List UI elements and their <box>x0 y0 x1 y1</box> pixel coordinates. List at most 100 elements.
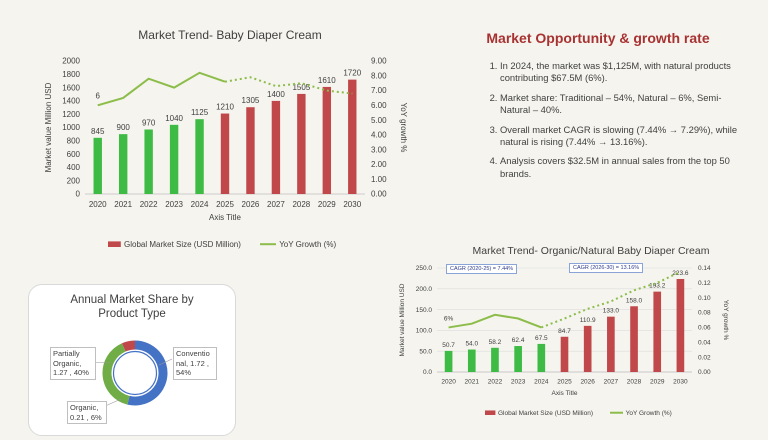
x-tick-label: 2022 <box>488 379 503 386</box>
bar <box>653 291 662 372</box>
y2-tick-label: 4.00 <box>371 131 387 140</box>
y2-axis-title: YoY growth % <box>399 103 408 153</box>
y-tick-label: 0 <box>76 190 81 199</box>
bar-value-label: 62.4 <box>512 337 525 344</box>
x-tick-label: 2030 <box>673 379 688 386</box>
y-tick-label: 400 <box>67 163 81 172</box>
y2-tick-label: 0.08 <box>698 310 711 317</box>
bar-value-label: 193.2 <box>649 283 666 290</box>
x-tick-label: 2020 <box>89 200 107 209</box>
y-tick-label: 1200 <box>62 110 80 119</box>
chart2-title: Market Trend- Organic/Natural Baby Diape… <box>472 245 710 257</box>
x-axis-title: Axis Title <box>209 213 242 222</box>
yoy-line-actual <box>448 313 542 329</box>
cagr-annotation-2: CAGR (2026-30) = 13.16% <box>569 263 644 273</box>
donut-slice <box>102 343 130 405</box>
x-tick-label: 2026 <box>580 379 595 386</box>
market-share-card: Annual Market Share by Product Type Part… <box>28 284 236 436</box>
y-axis-title: Market value Million USD <box>399 283 406 356</box>
callout-text: Conventio <box>176 349 210 358</box>
y2-axis-title: YoY growth % <box>722 300 729 341</box>
callout-text: nal, 1.72 , <box>176 358 209 368</box>
callout-partially-organic: Partially Organic, 1.27 , 40% <box>50 347 96 380</box>
donut-outline <box>101 339 169 407</box>
y2-tick-label: 1.00 <box>371 175 387 184</box>
x-tick-label: 2024 <box>534 379 549 386</box>
y-tick-label: 1800 <box>62 70 80 79</box>
bar-value-label: 1125 <box>191 108 209 117</box>
bar <box>444 350 453 372</box>
chart1-svg: 0 200 400 600 800 1000 1200 1400 1600 1800 2000 0.0… <box>44 57 408 249</box>
bar <box>676 278 685 372</box>
leader-line <box>158 358 173 366</box>
y2-tick-label: 8.00 <box>371 71 387 80</box>
bar <box>583 325 592 372</box>
y-tick-label: 200.0 <box>416 286 433 293</box>
bar <box>514 346 522 372</box>
bar-value-label: 54.0 <box>465 341 478 348</box>
y-tick-label: 250.0 <box>416 265 433 272</box>
y-tick-label: 1600 <box>62 83 80 92</box>
legend-bar-label: Global Market Size (USD Million) <box>498 410 593 417</box>
y-tick-label: 1000 <box>62 123 80 132</box>
yoy-point-label: 6% <box>444 315 454 322</box>
legend-bar-label: Global Market Size (USD Million) <box>124 240 241 249</box>
bar-value-label: 133.0 <box>603 308 620 315</box>
y2-tick-label: 0.14 <box>698 265 711 272</box>
x-tick-label: 2024 <box>191 200 209 209</box>
donut-title: Annual Market Share by Product Type <box>29 293 235 321</box>
bar-value-label: 845 <box>91 127 105 136</box>
bar-value-label: 223.6 <box>672 270 689 277</box>
y-tick-label: 0.0 <box>423 369 432 376</box>
x-tick-label: 2028 <box>292 200 310 209</box>
bar <box>271 100 281 194</box>
donut-inner-ring <box>112 350 158 396</box>
y-tick-label: 100.0 <box>416 328 433 335</box>
bar <box>195 119 204 194</box>
bar-value-label: 1040 <box>165 114 183 123</box>
y2-tick-label: 6.00 <box>371 101 387 110</box>
bar <box>491 347 499 372</box>
bar <box>118 134 128 194</box>
y-tick-label: 150.0 <box>416 307 433 314</box>
bar <box>348 79 357 194</box>
opportunity-item: Overall market CAGR is slowing (7.44% → … <box>500 124 750 149</box>
donut-slice <box>127 340 168 406</box>
yoy-line-actual <box>97 71 226 107</box>
opportunity-title: Market Opportunity & growth rate <box>486 30 710 46</box>
x-axis-title: Axis Title <box>551 390 577 397</box>
bar <box>220 113 230 194</box>
bar-value-label: 1505 <box>292 83 310 92</box>
bar <box>630 306 638 372</box>
x-tick-label: 2022 <box>140 200 158 209</box>
y2-tick-label: 0.00 <box>371 190 387 199</box>
y-tick-label: 2000 <box>62 57 80 66</box>
y2-tick-label: 0.02 <box>698 354 711 361</box>
bar <box>93 137 102 194</box>
y-tick-label: 200 <box>67 176 81 185</box>
bar-value-label: 1720 <box>343 69 361 78</box>
y-tick-label: 50.0 <box>419 348 432 355</box>
chart1-title: Market Trend- Baby Diaper Cream <box>138 28 322 42</box>
legend-bar-swatch <box>108 241 121 247</box>
x-tick-label: 2025 <box>216 200 234 209</box>
bar-value-label: 158.0 <box>626 297 643 304</box>
x-tick-label: 2029 <box>318 200 336 209</box>
callout-text: 54% <box>176 368 192 377</box>
x-tick-label: 2025 <box>557 379 572 386</box>
bar <box>322 86 332 194</box>
x-tick-label: 2029 <box>650 379 665 386</box>
bar-value-label: 970 <box>142 118 156 127</box>
yoy-line-forecast <box>224 76 353 95</box>
y2-tick-label: 7.00 <box>371 86 387 95</box>
x-tick-label: 2023 <box>165 200 183 209</box>
cagr-annotation-1: CAGR (2020-25) = 7.44% <box>446 264 518 274</box>
x-tick-label: 2027 <box>267 200 285 209</box>
legend-line-label: YoY Growth (%) <box>626 410 672 417</box>
opportunity-item: Market share: Traditional – 54%, Natural… <box>500 92 750 117</box>
donut-title-line-1: Annual Market Share by <box>70 294 194 306</box>
bar <box>297 93 306 194</box>
x-tick-label: 2026 <box>242 200 260 209</box>
bar-value-label: 1305 <box>242 96 260 105</box>
bar-value-label: 110.9 <box>580 317 596 324</box>
